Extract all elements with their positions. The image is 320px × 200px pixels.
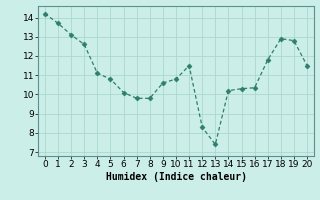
X-axis label: Humidex (Indice chaleur): Humidex (Indice chaleur) [106,172,246,182]
